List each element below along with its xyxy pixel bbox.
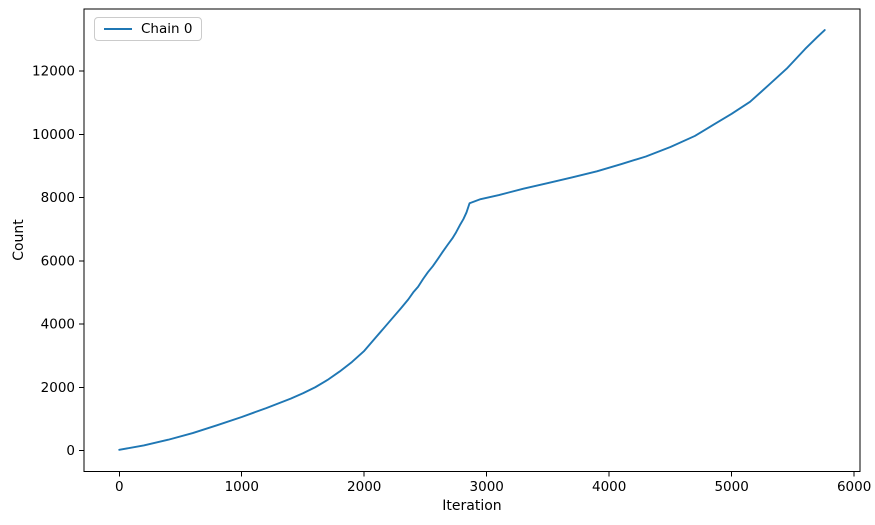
y-tick-label: 2000	[41, 380, 75, 396]
y-tick-label: 12000	[32, 64, 75, 80]
x-tick-label: 0	[115, 479, 124, 495]
x-tick-label: 4000	[592, 479, 626, 495]
legend-line-sample-icon	[104, 28, 132, 30]
x-axis-label: Iteration	[442, 498, 501, 514]
y-axis-ticks: 0 2000 4000 6000 8000 10000 12000	[32, 64, 84, 459]
plot-area	[83, 8, 861, 472]
legend-label: Chain 0	[141, 21, 193, 37]
x-tick-label: 3000	[470, 479, 504, 495]
y-tick-label: 0	[66, 443, 75, 459]
x-tick-label: 6000	[837, 479, 871, 495]
y-axis-label: Count	[11, 219, 27, 261]
y-tick-label: 8000	[41, 190, 75, 206]
x-tick-label: 1000	[225, 479, 259, 495]
y-tick-label: 10000	[32, 127, 75, 143]
x-tick-label: 2000	[347, 479, 381, 495]
y-tick-label: 6000	[41, 253, 75, 269]
x-axis-ticks: 0 1000 2000 3000 4000 5000 6000	[115, 471, 871, 495]
series-line-chain-0	[118, 29, 826, 451]
legend: Chain 0	[94, 17, 203, 41]
x-tick-label: 5000	[714, 479, 748, 495]
y-tick-label: 4000	[41, 317, 75, 333]
